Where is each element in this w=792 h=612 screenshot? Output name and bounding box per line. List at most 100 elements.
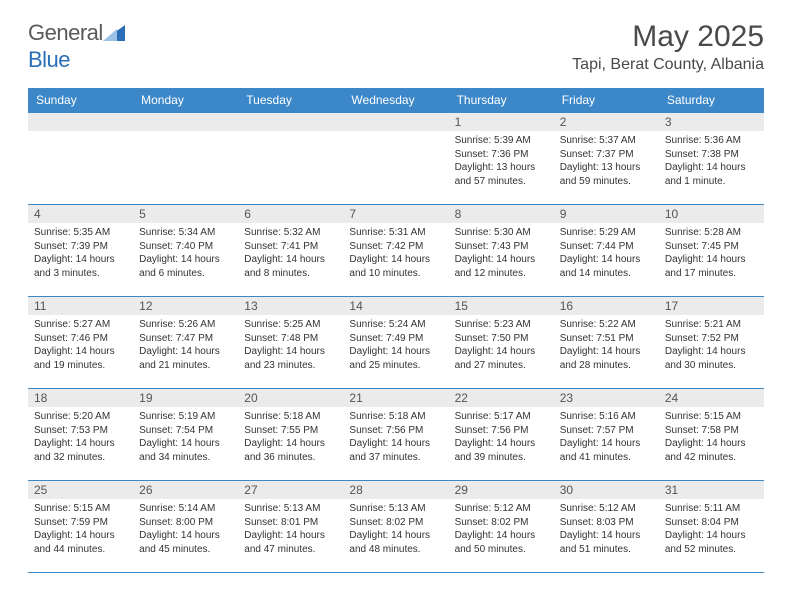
day-number: 2 <box>554 113 659 131</box>
daylight-line: Daylight: 14 hours and 6 minutes. <box>139 253 232 280</box>
sunrise-line: Sunrise: 5:22 AM <box>560 318 653 332</box>
sunrise-line: Sunrise: 5:34 AM <box>139 226 232 240</box>
sunrise-line: Sunrise: 5:13 AM <box>349 502 442 516</box>
sunset-line: Sunset: 7:38 PM <box>665 148 758 162</box>
sunrise-line: Sunrise: 5:11 AM <box>665 502 758 516</box>
daylight-line: Daylight: 14 hours and 27 minutes. <box>455 345 548 372</box>
sunset-line: Sunset: 7:42 PM <box>349 240 442 254</box>
sunrise-line: Sunrise: 5:39 AM <box>455 134 548 148</box>
sunset-line: Sunset: 7:37 PM <box>560 148 653 162</box>
calendar-cell <box>28 113 133 205</box>
sunrise-line: Sunrise: 5:26 AM <box>139 318 232 332</box>
day-content: Sunrise: 5:37 AMSunset: 7:37 PMDaylight:… <box>554 131 659 191</box>
sunrise-line: Sunrise: 5:13 AM <box>244 502 337 516</box>
day-number-empty <box>28 113 133 131</box>
calendar-cell: 21Sunrise: 5:18 AMSunset: 7:56 PMDayligh… <box>343 389 448 481</box>
daylight-line: Daylight: 14 hours and 21 minutes. <box>139 345 232 372</box>
daylight-line: Daylight: 14 hours and 39 minutes. <box>455 437 548 464</box>
sunset-line: Sunset: 8:04 PM <box>665 516 758 530</box>
calendar-cell: 16Sunrise: 5:22 AMSunset: 7:51 PMDayligh… <box>554 297 659 389</box>
day-number: 26 <box>133 481 238 499</box>
calendar-cell: 24Sunrise: 5:15 AMSunset: 7:58 PMDayligh… <box>659 389 764 481</box>
day-content: Sunrise: 5:22 AMSunset: 7:51 PMDaylight:… <box>554 315 659 375</box>
sunset-line: Sunset: 7:56 PM <box>455 424 548 438</box>
day-number: 31 <box>659 481 764 499</box>
sunset-line: Sunset: 7:57 PM <box>560 424 653 438</box>
daylight-line: Daylight: 14 hours and 37 minutes. <box>349 437 442 464</box>
sunset-line: Sunset: 8:00 PM <box>139 516 232 530</box>
calendar-body: 1Sunrise: 5:39 AMSunset: 7:36 PMDaylight… <box>28 113 764 573</box>
weekday-header-row: SundayMondayTuesdayWednesdayThursdayFrid… <box>28 88 764 113</box>
day-content: Sunrise: 5:21 AMSunset: 7:52 PMDaylight:… <box>659 315 764 375</box>
daylight-line: Daylight: 14 hours and 52 minutes. <box>665 529 758 556</box>
daylight-line: Daylight: 13 hours and 57 minutes. <box>455 161 548 188</box>
daylight-line: Daylight: 14 hours and 1 minute. <box>665 161 758 188</box>
day-content: Sunrise: 5:35 AMSunset: 7:39 PMDaylight:… <box>28 223 133 283</box>
day-number: 24 <box>659 389 764 407</box>
daylight-line: Daylight: 14 hours and 47 minutes. <box>244 529 337 556</box>
sunset-line: Sunset: 7:53 PM <box>34 424 127 438</box>
calendar-cell: 6Sunrise: 5:32 AMSunset: 7:41 PMDaylight… <box>238 205 343 297</box>
calendar-cell <box>133 113 238 205</box>
calendar-cell: 10Sunrise: 5:28 AMSunset: 7:45 PMDayligh… <box>659 205 764 297</box>
header-right: May 2025 Tapi, Berat County, Albania <box>572 20 764 74</box>
sunrise-line: Sunrise: 5:20 AM <box>34 410 127 424</box>
brand-triangle-icon <box>103 21 125 47</box>
day-number: 7 <box>343 205 448 223</box>
day-number: 27 <box>238 481 343 499</box>
calendar-cell <box>343 113 448 205</box>
calendar-cell: 31Sunrise: 5:11 AMSunset: 8:04 PMDayligh… <box>659 481 764 573</box>
day-content: Sunrise: 5:25 AMSunset: 7:48 PMDaylight:… <box>238 315 343 375</box>
sunset-line: Sunset: 8:03 PM <box>560 516 653 530</box>
sunset-line: Sunset: 7:50 PM <box>455 332 548 346</box>
sunset-line: Sunset: 7:49 PM <box>349 332 442 346</box>
sunset-line: Sunset: 7:36 PM <box>455 148 548 162</box>
sunset-line: Sunset: 8:01 PM <box>244 516 337 530</box>
sunrise-line: Sunrise: 5:28 AM <box>665 226 758 240</box>
day-content: Sunrise: 5:29 AMSunset: 7:44 PMDaylight:… <box>554 223 659 283</box>
day-content: Sunrise: 5:36 AMSunset: 7:38 PMDaylight:… <box>659 131 764 191</box>
sunrise-line: Sunrise: 5:12 AM <box>560 502 653 516</box>
calendar-cell: 25Sunrise: 5:15 AMSunset: 7:59 PMDayligh… <box>28 481 133 573</box>
calendar-cell: 13Sunrise: 5:25 AMSunset: 7:48 PMDayligh… <box>238 297 343 389</box>
sunset-line: Sunset: 7:58 PM <box>665 424 758 438</box>
day-number: 4 <box>28 205 133 223</box>
day-content: Sunrise: 5:17 AMSunset: 7:56 PMDaylight:… <box>449 407 554 467</box>
calendar-row: 11Sunrise: 5:27 AMSunset: 7:46 PMDayligh… <box>28 297 764 389</box>
day-number: 21 <box>343 389 448 407</box>
weekday-header: Tuesday <box>238 88 343 113</box>
sunset-line: Sunset: 7:51 PM <box>560 332 653 346</box>
day-content: Sunrise: 5:18 AMSunset: 7:55 PMDaylight:… <box>238 407 343 467</box>
calendar-cell: 2Sunrise: 5:37 AMSunset: 7:37 PMDaylight… <box>554 113 659 205</box>
weekday-header: Monday <box>133 88 238 113</box>
day-number: 16 <box>554 297 659 315</box>
day-content: Sunrise: 5:12 AMSunset: 8:02 PMDaylight:… <box>449 499 554 559</box>
daylight-line: Daylight: 14 hours and 50 minutes. <box>455 529 548 556</box>
calendar-table: SundayMondayTuesdayWednesdayThursdayFrid… <box>28 88 764 573</box>
daylight-line: Daylight: 14 hours and 3 minutes. <box>34 253 127 280</box>
calendar-cell: 19Sunrise: 5:19 AMSunset: 7:54 PMDayligh… <box>133 389 238 481</box>
daylight-line: Daylight: 14 hours and 14 minutes. <box>560 253 653 280</box>
daylight-line: Daylight: 14 hours and 51 minutes. <box>560 529 653 556</box>
calendar-cell: 26Sunrise: 5:14 AMSunset: 8:00 PMDayligh… <box>133 481 238 573</box>
brand-logo: GeneralBlue <box>28 20 125 73</box>
sunrise-line: Sunrise: 5:14 AM <box>139 502 232 516</box>
sunrise-line: Sunrise: 5:30 AM <box>455 226 548 240</box>
calendar-cell: 4Sunrise: 5:35 AMSunset: 7:39 PMDaylight… <box>28 205 133 297</box>
day-number: 23 <box>554 389 659 407</box>
sunrise-line: Sunrise: 5:15 AM <box>665 410 758 424</box>
day-content: Sunrise: 5:11 AMSunset: 8:04 PMDaylight:… <box>659 499 764 559</box>
calendar-cell: 14Sunrise: 5:24 AMSunset: 7:49 PMDayligh… <box>343 297 448 389</box>
sunrise-line: Sunrise: 5:32 AM <box>244 226 337 240</box>
calendar-cell: 1Sunrise: 5:39 AMSunset: 7:36 PMDaylight… <box>449 113 554 205</box>
day-content: Sunrise: 5:14 AMSunset: 8:00 PMDaylight:… <box>133 499 238 559</box>
day-number: 28 <box>343 481 448 499</box>
sunrise-line: Sunrise: 5:35 AM <box>34 226 127 240</box>
day-number: 3 <box>659 113 764 131</box>
calendar-cell: 11Sunrise: 5:27 AMSunset: 7:46 PMDayligh… <box>28 297 133 389</box>
sunset-line: Sunset: 7:45 PM <box>665 240 758 254</box>
day-number: 22 <box>449 389 554 407</box>
sunset-line: Sunset: 7:43 PM <box>455 240 548 254</box>
sunset-line: Sunset: 7:52 PM <box>665 332 758 346</box>
day-number: 8 <box>449 205 554 223</box>
